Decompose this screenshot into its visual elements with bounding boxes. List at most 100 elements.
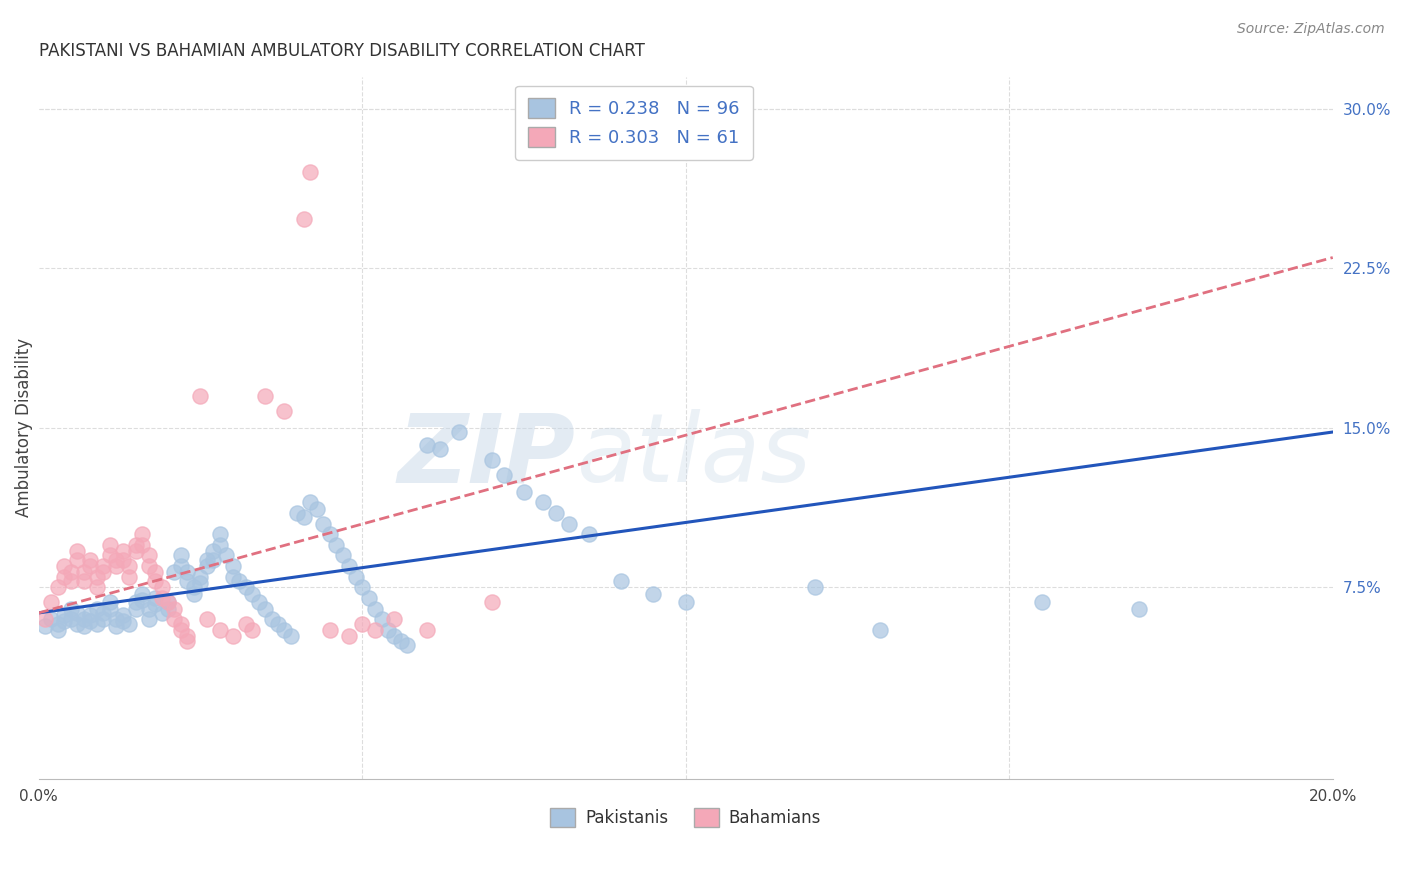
Point xyxy=(46,580,69,594)
Point xyxy=(66,606,89,620)
Point xyxy=(531,495,554,509)
Point xyxy=(53,570,76,584)
Point xyxy=(170,616,193,631)
Point xyxy=(377,623,399,637)
Point xyxy=(344,570,367,584)
Point xyxy=(156,601,179,615)
Point xyxy=(124,538,146,552)
Point xyxy=(59,612,82,626)
Point xyxy=(202,552,225,566)
Point xyxy=(610,574,633,588)
Point xyxy=(176,566,198,580)
Text: ZIP: ZIP xyxy=(398,409,575,502)
Point xyxy=(481,595,503,609)
Point xyxy=(131,527,153,541)
Point xyxy=(208,538,231,552)
Point xyxy=(208,623,231,637)
Point xyxy=(337,629,360,643)
Legend: Pakistanis, Bahamians: Pakistanis, Bahamians xyxy=(544,802,828,834)
Point xyxy=(91,612,114,626)
Point xyxy=(202,544,225,558)
Text: Source: ZipAtlas.com: Source: ZipAtlas.com xyxy=(1237,22,1385,37)
Point xyxy=(332,549,354,563)
Point xyxy=(240,587,263,601)
Point xyxy=(235,616,257,631)
Point xyxy=(188,570,211,584)
Point xyxy=(143,591,166,605)
Point xyxy=(804,580,827,594)
Point xyxy=(267,616,290,631)
Point xyxy=(254,601,277,615)
Point xyxy=(319,623,342,637)
Point xyxy=(105,559,128,574)
Point xyxy=(59,574,82,588)
Point xyxy=(396,638,419,652)
Point xyxy=(59,566,82,580)
Point xyxy=(86,570,108,584)
Point xyxy=(111,552,134,566)
Point xyxy=(79,552,101,566)
Point xyxy=(86,616,108,631)
Point xyxy=(124,544,146,558)
Point xyxy=(1031,595,1053,609)
Point xyxy=(73,612,96,626)
Point xyxy=(578,527,600,541)
Point xyxy=(59,601,82,615)
Point xyxy=(91,559,114,574)
Point xyxy=(364,623,387,637)
Point xyxy=(273,403,295,417)
Point xyxy=(41,612,63,626)
Point xyxy=(98,538,121,552)
Point xyxy=(118,570,141,584)
Point xyxy=(73,566,96,580)
Point xyxy=(195,559,218,574)
Point xyxy=(513,484,536,499)
Point xyxy=(53,608,76,623)
Point xyxy=(79,559,101,574)
Point xyxy=(357,591,380,605)
Point xyxy=(869,623,891,637)
Point xyxy=(98,549,121,563)
Point xyxy=(337,559,360,574)
Point xyxy=(389,633,412,648)
Point xyxy=(260,612,283,626)
Point xyxy=(131,538,153,552)
Point xyxy=(91,566,114,580)
Point xyxy=(247,595,270,609)
Point xyxy=(221,570,243,584)
Point xyxy=(131,587,153,601)
Point xyxy=(449,425,471,439)
Point xyxy=(118,616,141,631)
Point xyxy=(34,612,56,626)
Point xyxy=(105,552,128,566)
Point xyxy=(124,595,146,609)
Point xyxy=(66,616,89,631)
Point xyxy=(66,552,89,566)
Point xyxy=(188,389,211,403)
Point xyxy=(150,580,173,594)
Point xyxy=(86,601,108,615)
Point xyxy=(138,612,160,626)
Point xyxy=(98,601,121,615)
Point xyxy=(79,608,101,623)
Point xyxy=(176,629,198,643)
Point xyxy=(163,566,186,580)
Point xyxy=(299,165,322,179)
Point xyxy=(384,629,406,643)
Point xyxy=(46,616,69,631)
Point xyxy=(429,442,451,456)
Point xyxy=(195,612,218,626)
Point xyxy=(235,580,257,594)
Text: atlas: atlas xyxy=(575,409,811,502)
Point xyxy=(370,612,392,626)
Point xyxy=(176,633,198,648)
Point xyxy=(221,559,243,574)
Point xyxy=(176,574,198,588)
Point xyxy=(143,566,166,580)
Point xyxy=(273,623,295,637)
Point xyxy=(118,559,141,574)
Point xyxy=(73,574,96,588)
Point xyxy=(643,587,665,601)
Point xyxy=(254,389,277,403)
Point xyxy=(156,595,179,609)
